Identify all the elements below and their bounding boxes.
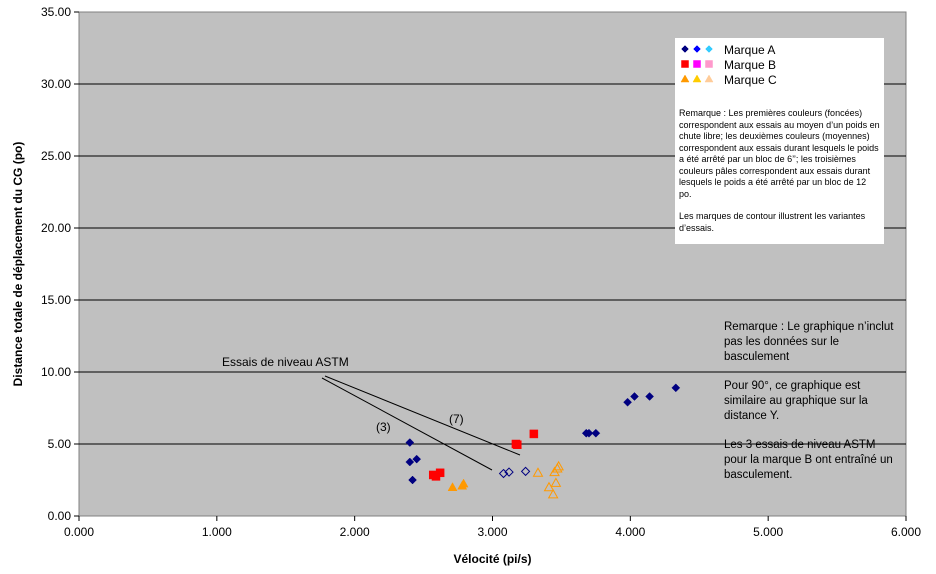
legend-box xyxy=(675,38,884,244)
y-tick-label: 0.00 xyxy=(48,509,72,523)
legend-note-remarque: Remarque : Les premières couleurs (foncé… xyxy=(679,108,880,199)
x-tick-label: 1.000 xyxy=(202,525,232,539)
data-point xyxy=(532,467,544,477)
x-tick-label: 0.000 xyxy=(64,525,94,539)
y-tick-label: 10.00 xyxy=(41,365,71,379)
astm-arrow-7 xyxy=(324,375,521,456)
legend-marker xyxy=(693,45,701,53)
y-tick-label: 30.00 xyxy=(41,77,71,91)
side-note-90-degrees: Pour 90°, ce graphique est similaire au … xyxy=(724,380,868,422)
y-tick-labels: 0.00 5.00 10.00 15.00 20.00 25.00 30.00 35.00 xyxy=(41,5,79,523)
data-point xyxy=(458,478,469,488)
data-point xyxy=(671,383,681,393)
data-point xyxy=(520,466,531,477)
data-point xyxy=(504,467,514,477)
astm-count-7: (7) xyxy=(449,412,464,426)
x-tick-label: 6.000 xyxy=(891,525,921,539)
x-tick-label: 4.000 xyxy=(615,525,645,539)
data-point xyxy=(529,429,539,439)
y-axis-title: Distance totale de déplacement du CG (po… xyxy=(11,142,25,387)
y-tick-label: 5.00 xyxy=(48,437,72,451)
legend-marker xyxy=(705,45,713,53)
legend-marker xyxy=(705,60,713,68)
y-tick-label: 25.00 xyxy=(41,149,71,163)
y-tick-label: 35.00 xyxy=(41,5,71,19)
data-point xyxy=(447,482,458,491)
legend-marker xyxy=(681,45,689,53)
legend-label: Marque B xyxy=(724,58,776,72)
data-point xyxy=(623,397,632,407)
data-point xyxy=(630,392,639,401)
data-point xyxy=(408,475,417,485)
side-note-astm-marque-b: Les 3 essais de niveau ASTM pour la marq… xyxy=(724,439,893,481)
data-point xyxy=(498,468,509,479)
legend-marker xyxy=(692,74,702,83)
y-tick-label: 20.00 xyxy=(41,221,71,235)
side-note-basculement: Remarque : Le graphique n’inclut pas les… xyxy=(724,321,894,363)
data-point xyxy=(513,440,522,449)
x-tick-label: 2.000 xyxy=(340,525,370,539)
data-point xyxy=(550,477,562,487)
legend-marker xyxy=(693,60,701,68)
data-point xyxy=(435,468,445,478)
x-tick-labels: 0.000 1.000 2.000 3.000 4.000 5.000 6.000 xyxy=(64,516,921,539)
legend-marker xyxy=(680,74,690,83)
legend-label: Marque A xyxy=(724,43,775,57)
data-point xyxy=(584,428,594,438)
data-point xyxy=(405,457,415,467)
data-point xyxy=(547,488,559,499)
data-points xyxy=(405,383,681,499)
legend-marker xyxy=(681,60,689,68)
legend-marker xyxy=(704,74,714,83)
data-point xyxy=(412,454,422,464)
data-point xyxy=(405,438,415,447)
x-axis-title: Vélocité (pi/s) xyxy=(453,552,531,566)
astm-label: Essais de niveau ASTM xyxy=(222,355,349,369)
y-tick-label: 15.00 xyxy=(41,293,71,307)
astm-count-3: (3) xyxy=(376,420,391,434)
data-point xyxy=(591,428,601,438)
data-point xyxy=(553,460,565,471)
legend-label: Marque C xyxy=(724,73,777,87)
x-tick-label: 3.000 xyxy=(477,525,507,539)
data-point xyxy=(645,392,654,401)
legend-note-contour: Les marques de contour illustrent les va… xyxy=(679,211,866,233)
astm-arrow-3 xyxy=(321,377,493,471)
x-tick-label: 5.000 xyxy=(753,525,783,539)
